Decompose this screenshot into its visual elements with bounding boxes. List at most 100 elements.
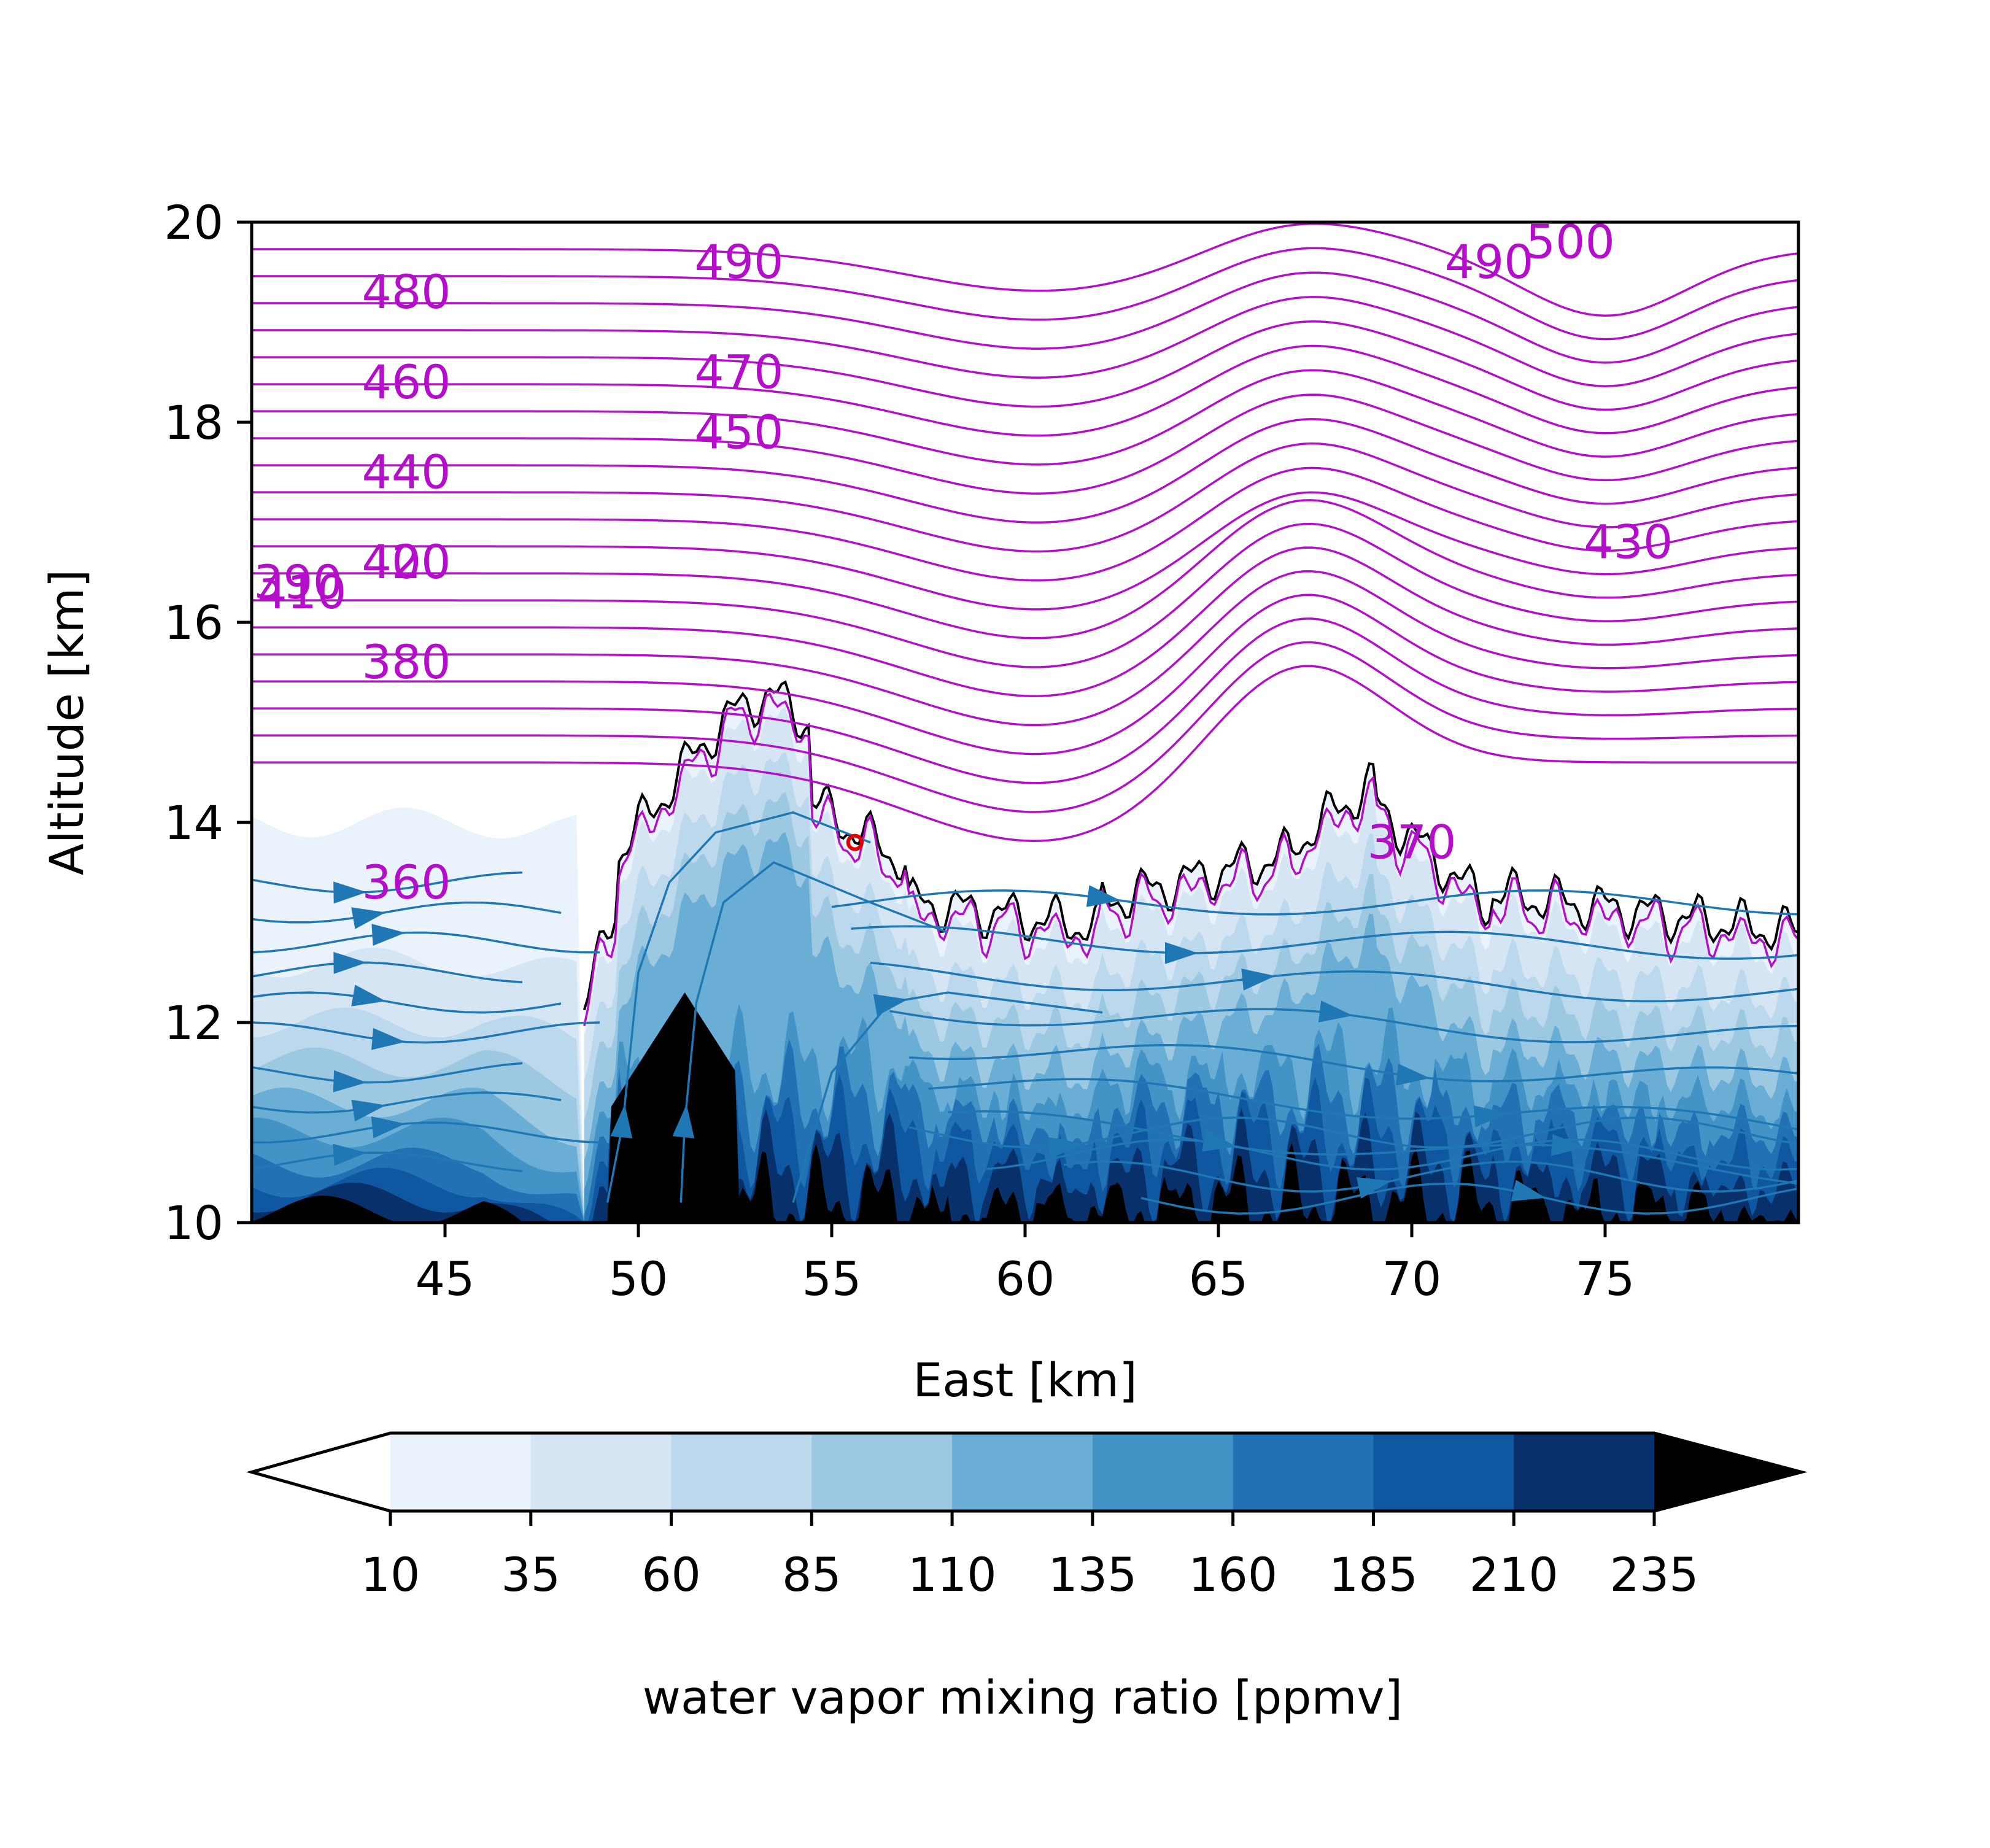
colorbar-segment	[1373, 1433, 1514, 1511]
colorbar-segment	[390, 1433, 532, 1511]
isentrope-line	[252, 271, 1798, 364]
isentrope-line	[252, 491, 1798, 611]
isentrope-label: 480	[362, 265, 451, 319]
isentrope-line	[252, 546, 1798, 697]
isentrope-label: 370	[1367, 815, 1456, 870]
streamline-arrow	[371, 1116, 406, 1139]
colorbar-tick-label: 10	[361, 1547, 420, 1602]
isentrope-label: 400	[362, 535, 451, 589]
streamline-arrow	[371, 924, 406, 946]
isentrope-label: 440	[362, 445, 451, 500]
streamline	[252, 1021, 600, 1044]
isentrope-label: 380	[362, 635, 451, 689]
cloud-boundary	[583, 680, 1798, 1011]
x-tick-label: 55	[802, 1251, 862, 1306]
colorbar-segment	[1092, 1433, 1234, 1511]
colorbar-tick-label: 85	[782, 1547, 842, 1602]
streamline-arrow	[333, 952, 367, 974]
y-tick-label: 16	[164, 595, 223, 650]
streamline	[252, 901, 562, 924]
streamline-arrow	[1086, 885, 1121, 907]
isentrope-label: 470	[694, 345, 783, 400]
vapor-band	[584, 992, 1798, 1223]
streamline	[928, 1078, 1798, 1131]
colorbar-label: water vapor mixing ratio [ppmv]	[643, 1670, 1403, 1725]
streamline	[252, 1121, 600, 1144]
y-tick-label: 14	[164, 795, 223, 850]
colorbar-segment	[952, 1433, 1093, 1511]
isentrope-line	[252, 296, 1798, 387]
isentrope-line	[252, 442, 1798, 553]
isentrope-line	[252, 570, 1798, 727]
streamline-arrow	[1241, 968, 1276, 991]
isentrope-label: 460	[362, 355, 451, 409]
x-tick-label: 65	[1189, 1251, 1249, 1306]
streamline-arrow	[873, 994, 908, 1016]
streamline-arrow	[351, 984, 386, 1007]
streamline-arrow	[1164, 941, 1198, 964]
streamline-arrow	[1047, 1137, 1082, 1159]
colorbar-tick-label: 110	[908, 1547, 997, 1602]
x-tick-label: 50	[609, 1251, 668, 1306]
streamline-arrow	[351, 1099, 386, 1122]
streamline-arrow	[1396, 1064, 1430, 1086]
isentrope-line	[252, 369, 1798, 466]
x-tick-label: 70	[1382, 1251, 1442, 1306]
colorbar-tick-label: 60	[641, 1547, 701, 1602]
marker-layer	[846, 833, 864, 851]
isentrope-label: 490	[694, 234, 783, 289]
streamline	[252, 871, 523, 894]
x-tick-label: 45	[416, 1251, 475, 1306]
streamline-arrow	[672, 1104, 695, 1139]
isentrope-label: 410	[257, 565, 346, 619]
streamline	[986, 1139, 1798, 1171]
isentrope-label: 390	[254, 555, 343, 609]
colorbar: 10 35 60 85 110 135 160 185 210 235	[246, 1431, 1808, 1602]
isentrope-370	[583, 692, 1798, 1026]
streamline-arrow	[610, 1104, 633, 1139]
streamline-arrow	[333, 1070, 367, 1092]
colorbar-tick-label: 35	[501, 1547, 560, 1602]
isentrope-contours	[252, 222, 1798, 1026]
streamline	[947, 1110, 1798, 1185]
streamline	[851, 925, 1798, 960]
isentrope-line	[252, 247, 1798, 341]
colorbar-extend-min	[252, 1433, 390, 1511]
y-tick-label: 12	[164, 996, 223, 1050]
vapor-band	[252, 1196, 584, 1223]
streamline	[831, 889, 1798, 916]
isentrope-label: 430	[1584, 515, 1673, 570]
y-axis-label: Altitude [km]	[39, 570, 94, 876]
y-tick-label: 10	[164, 1196, 223, 1250]
colorbar-segment	[811, 1433, 953, 1511]
streamline-arrow	[351, 907, 386, 929]
x-tick-label: 75	[1576, 1251, 1635, 1306]
x-tick-label: 60	[996, 1251, 1055, 1306]
isentrope-line	[252, 344, 1798, 437]
isentrope-line	[252, 466, 1798, 582]
streamline-arrow	[1511, 1180, 1546, 1202]
isentrope-label: 450	[694, 404, 783, 459]
colorbar-tick-label: 135	[1048, 1547, 1137, 1602]
streamlines	[252, 811, 1798, 1215]
colorbar-tick-label: 160	[1188, 1547, 1277, 1602]
streamline	[252, 961, 523, 984]
streamline	[908, 1044, 1798, 1083]
streamline	[252, 1091, 562, 1114]
isentrope-label: 500	[1526, 215, 1615, 269]
isentrope-line	[252, 222, 1798, 317]
streamline	[870, 961, 1798, 1003]
isentrope-line	[252, 320, 1798, 411]
streamline	[1140, 1182, 1798, 1215]
colorbar-segment	[671, 1433, 812, 1511]
streamline	[1063, 1160, 1798, 1193]
x-axis: 45 50 55 60 65 70 75	[416, 1223, 1635, 1306]
y-axis: 10 12 14 16 18 20	[164, 195, 252, 1250]
isentrope-label: 490	[1444, 234, 1533, 289]
streamline-arrow	[333, 881, 367, 904]
streamline-arrow	[333, 1143, 367, 1166]
colorbar-tick-label: 210	[1469, 1547, 1558, 1602]
colorbar-segment	[1233, 1433, 1374, 1511]
